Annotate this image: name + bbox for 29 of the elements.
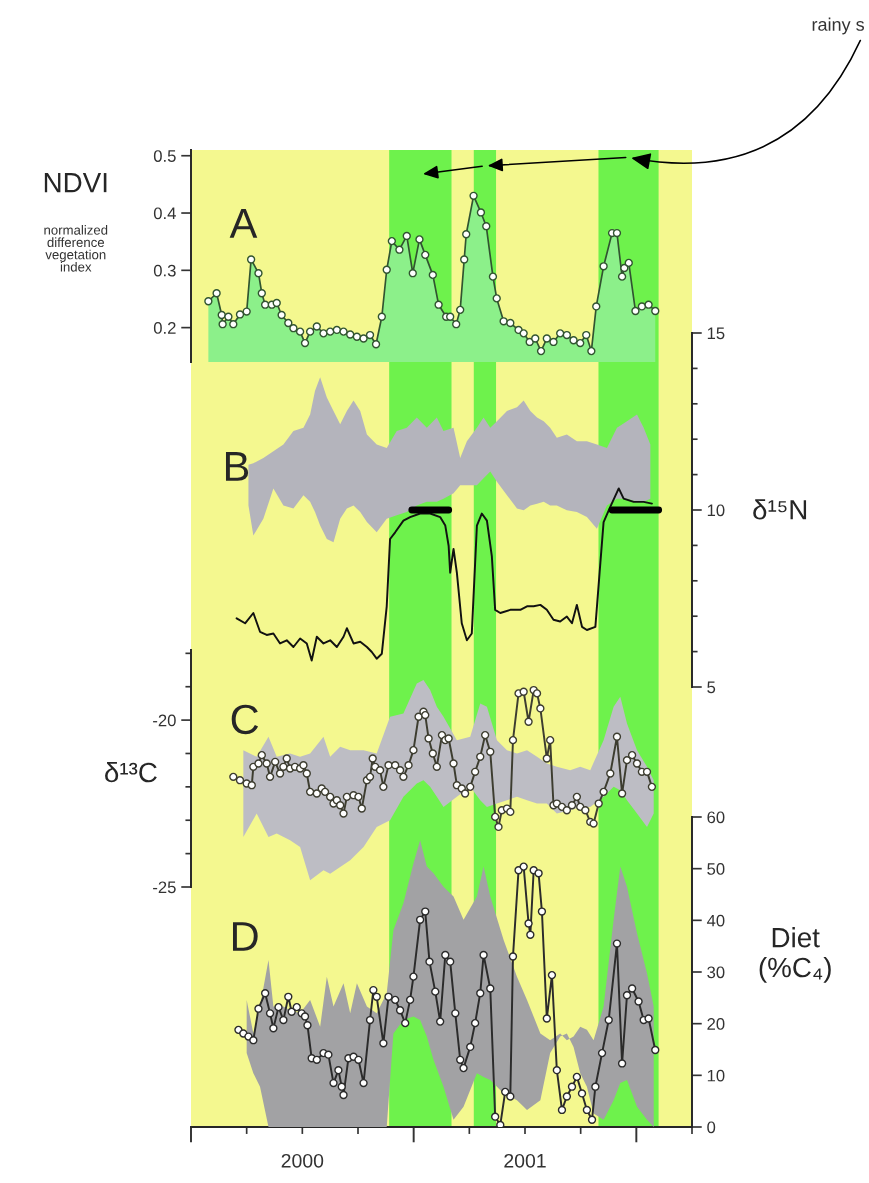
y2-tick-label: 10 bbox=[707, 1069, 725, 1082]
line-series bbox=[235, 487, 653, 662]
y2-tick-label: 15 bbox=[707, 327, 725, 340]
y-tick-label: 0.4 bbox=[153, 207, 176, 220]
text: B bbox=[225, 452, 249, 481]
y2-tick-label: 20 bbox=[707, 1018, 725, 1030]
y-axis-title: NDVI bbox=[44, 173, 107, 193]
y2-tick-label: 60 bbox=[707, 811, 725, 824]
text: D bbox=[232, 922, 258, 951]
text: A bbox=[229, 209, 258, 238]
text: normalized difference vegetation index bbox=[44, 225, 108, 272]
y-tick-label: -25 bbox=[153, 881, 176, 894]
y-tick-label: 0.3 bbox=[153, 264, 176, 277]
y2-axis-title: δ¹⁵N bbox=[753, 499, 807, 520]
y2-tick-label: 5 bbox=[707, 681, 716, 694]
y-tick-label: 0.2 bbox=[153, 322, 176, 334]
y2-tick-label: 30 bbox=[707, 966, 725, 979]
text: C bbox=[231, 704, 259, 735]
y-tick-label: 0.5 bbox=[153, 150, 176, 162]
y-axis-title: δ¹³C bbox=[105, 761, 157, 783]
x-tick-label: 2000 bbox=[281, 1153, 324, 1168]
x-tick-label: 2001 bbox=[504, 1153, 546, 1168]
y2-axis-title: Diet (%C₄) bbox=[759, 927, 831, 983]
y2-tick-label: 0 bbox=[707, 1121, 716, 1134]
y2-tick-label: 40 bbox=[706, 914, 725, 927]
y-tick-label: -20 bbox=[153, 714, 176, 727]
y2-tick-label: 10 bbox=[707, 504, 725, 517]
y2-tick-label: 50 bbox=[707, 863, 725, 875]
text: rainy s bbox=[812, 17, 865, 35]
